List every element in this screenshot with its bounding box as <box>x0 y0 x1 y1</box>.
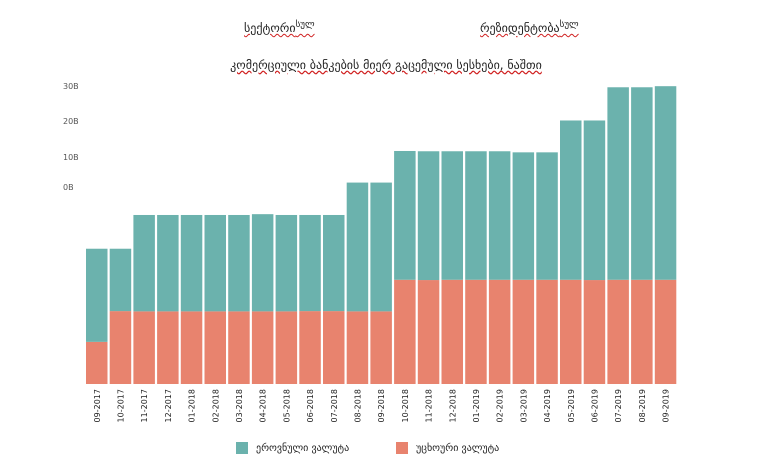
bar-national-currency[interactable] <box>370 182 392 312</box>
bar-national-currency[interactable] <box>441 151 464 280</box>
x-tick-label: 02-2019 <box>496 389 505 422</box>
legend-swatch-national <box>236 442 248 454</box>
bar-foreign-currency[interactable] <box>133 311 155 384</box>
bar-foreign-currency[interactable] <box>607 279 629 384</box>
bar-foreign-currency[interactable] <box>417 280 440 384</box>
bar-national-currency[interactable] <box>417 151 440 281</box>
x-tick-label: 09-2017 <box>93 389 102 422</box>
bar-national-currency[interactable] <box>512 152 535 280</box>
bar-foreign-currency[interactable] <box>512 279 535 384</box>
x-tick-label: 01-2018 <box>188 389 197 422</box>
bar-foreign-currency[interactable] <box>86 341 108 384</box>
x-tick-label: 01-2019 <box>472 389 481 422</box>
bar-national-currency[interactable] <box>204 214 227 312</box>
bar-national-currency[interactable] <box>631 87 653 280</box>
legend-label-foreign: უცხოური ვალუტა <box>416 442 500 454</box>
bar-foreign-currency[interactable] <box>323 311 345 384</box>
legend-item-national[interactable]: ეროვნული ვალუტა <box>236 442 349 454</box>
bar-foreign-currency[interactable] <box>441 279 464 384</box>
bar-national-currency[interactable] <box>275 214 298 312</box>
bar-foreign-currency[interactable] <box>109 311 132 384</box>
bar-foreign-currency[interactable] <box>583 280 606 384</box>
bar-national-currency[interactable] <box>654 86 677 280</box>
bar-national-currency[interactable] <box>228 214 250 312</box>
x-tick-label: 07-2018 <box>330 389 339 422</box>
bar-national-currency[interactable] <box>323 214 345 312</box>
bar-foreign-currency[interactable] <box>394 279 416 384</box>
x-tick-label: 09-2018 <box>377 389 386 422</box>
bar-foreign-currency[interactable] <box>465 279 487 384</box>
bar-national-currency[interactable] <box>86 248 108 342</box>
y-tick-label: 30B <box>63 82 79 91</box>
bar-national-currency[interactable] <box>488 151 511 280</box>
bar-national-currency[interactable] <box>465 151 487 280</box>
bar-national-currency[interactable] <box>299 214 321 312</box>
bar-foreign-currency[interactable] <box>228 311 250 384</box>
x-tick-label: 08-2019 <box>638 389 647 422</box>
x-tick-label: 11-2018 <box>425 389 434 422</box>
sector-filter-text: სექტორი <box>244 21 296 35</box>
residency-filter-sup: სულ <box>559 20 579 30</box>
bar-foreign-currency[interactable] <box>536 279 558 384</box>
bar-foreign-currency[interactable] <box>251 311 274 384</box>
sector-filter-sup: სულ <box>295 20 315 30</box>
x-tick-label: 07-2019 <box>614 389 623 422</box>
bar-foreign-currency[interactable] <box>488 279 511 384</box>
y-tick-label: 0B <box>63 183 74 192</box>
x-tick-label: 03-2019 <box>519 389 528 422</box>
x-tick-label: 09-2019 <box>662 389 671 422</box>
chart-title: კომერციული ბანკების მიერ გაცემული სესხებ… <box>230 58 542 72</box>
x-tick-label: 06-2018 <box>306 389 315 422</box>
bar-national-currency[interactable] <box>109 248 132 312</box>
residency-filter-text: რეზიდენტობა <box>480 21 560 35</box>
bar-foreign-currency[interactable] <box>346 311 369 384</box>
bar-foreign-currency[interactable] <box>370 311 392 384</box>
bar-national-currency[interactable] <box>180 214 203 312</box>
bar-foreign-currency[interactable] <box>275 311 298 384</box>
bar-foreign-currency[interactable] <box>157 311 179 384</box>
legend-swatch-foreign <box>396 442 408 454</box>
x-tick-label: 08-2018 <box>353 389 362 422</box>
bar-foreign-currency[interactable] <box>631 279 653 384</box>
bar-national-currency[interactable] <box>133 214 155 312</box>
x-tick-label: 06-2019 <box>590 389 599 422</box>
x-tick-label: 05-2018 <box>282 389 291 422</box>
bar-national-currency[interactable] <box>583 120 606 281</box>
bar-national-currency[interactable] <box>346 182 369 312</box>
bar-foreign-currency[interactable] <box>180 311 203 384</box>
x-tick-label: 03-2018 <box>235 389 244 422</box>
legend-label-national: ეროვნული ვალუტა <box>256 442 350 454</box>
x-tick-label: 04-2018 <box>259 389 268 422</box>
bar-foreign-currency[interactable] <box>204 311 227 384</box>
legend-item-foreign[interactable]: უცხოური ვალუტა <box>396 442 499 454</box>
x-tick-label: 11-2017 <box>140 389 149 422</box>
y-tick-label: 10B <box>63 153 79 162</box>
bar-national-currency[interactable] <box>157 214 179 312</box>
x-tick-label: 12-2017 <box>164 389 173 422</box>
y-tick-label: 20B <box>63 117 79 126</box>
x-tick-label: 12-2018 <box>448 389 457 422</box>
sector-filter-label[interactable]: სექტორისულ <box>244 20 315 35</box>
x-tick-label: 04-2019 <box>543 389 552 422</box>
loans-stacked-bar-chart: 30B 20B 10B 0B 09-2017 10-2017 11-2017 12-2017 0… <box>63 82 677 422</box>
bar-national-currency[interactable] <box>394 150 416 280</box>
x-tick-label: 02-2018 <box>211 389 220 422</box>
bar-foreign-currency[interactable] <box>299 311 321 384</box>
bar-national-currency[interactable] <box>536 152 558 280</box>
bar-national-currency[interactable] <box>251 214 274 312</box>
bar-foreign-currency[interactable] <box>654 279 677 384</box>
residency-filter-label[interactable]: რეზიდენტობასულ <box>480 20 579 35</box>
bar-foreign-currency[interactable] <box>560 279 582 384</box>
x-tick-label: 05-2019 <box>567 389 576 422</box>
bar-national-currency[interactable] <box>560 120 582 280</box>
bar-national-currency[interactable] <box>607 87 629 280</box>
x-tick-label: 10-2018 <box>401 389 410 422</box>
x-tick-label: 10-2017 <box>116 389 125 422</box>
